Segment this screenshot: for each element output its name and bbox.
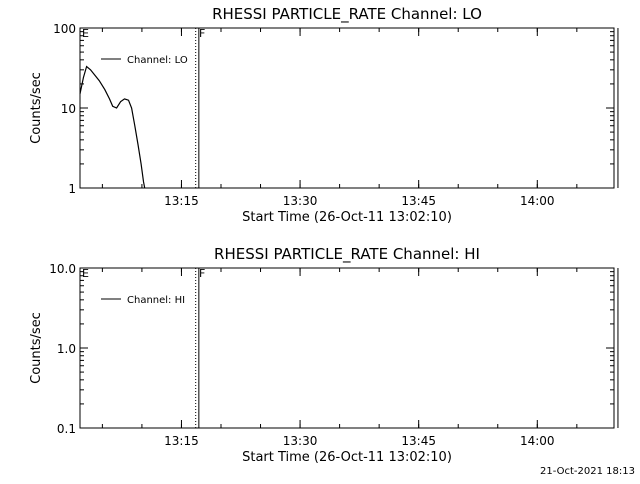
x-tick-label: 14:00 [520, 194, 555, 208]
x-axis-label: Start Time (26-Oct-11 13:02:10) [242, 210, 452, 225]
plot-frame [79, 27, 615, 189]
x-tick-label: 13:30 [283, 434, 318, 448]
y-axis-label: Counts/sec [29, 72, 44, 144]
event-flag-e: E [82, 267, 89, 280]
y-tick-label: 1 [68, 182, 76, 196]
legend-entry: Channel: LO [127, 55, 188, 66]
y-tick-label: 10.0 [49, 262, 76, 276]
y-tick-label: 0.1 [57, 422, 76, 436]
chart-panel-hi: RHESSI PARTICLE_RATE Channel: HI Counts/s… [29, 245, 619, 465]
x-tick-label: 13:15 [164, 434, 199, 448]
y-tick-label: 1.0 [57, 342, 76, 356]
chart-title: RHESSI PARTICLE_RATE Channel: LO [212, 5, 482, 24]
x-tick-label: 13:15 [164, 194, 199, 208]
event-flag-f: F [199, 27, 205, 40]
legend-entry: Channel: HI [127, 295, 185, 306]
chart-panel-lo: RHESSI PARTICLE_RATE Channel: LO Counts/s… [29, 5, 619, 225]
y-tick-label: 10 [61, 102, 76, 116]
x-tick-label: 13:45 [401, 194, 436, 208]
event-flag-f: F [199, 267, 205, 280]
chart-title: RHESSI PARTICLE_RATE Channel: HI [214, 245, 480, 264]
x-tick-label: 14:00 [520, 434, 555, 448]
x-axis-label: Start Time (26-Oct-11 13:02:10) [242, 450, 452, 465]
y-tick-label: 100 [53, 22, 76, 36]
series-line [79, 65, 146, 189]
plot-frame [79, 267, 615, 429]
x-tick-label: 13:30 [283, 194, 318, 208]
x-tick-label: 13:45 [401, 434, 436, 448]
footer-timestamp: 21-Oct-2021 18:13 [540, 466, 635, 477]
y-axis-label: Counts/sec [29, 312, 44, 384]
event-flag-e: E [82, 27, 89, 40]
